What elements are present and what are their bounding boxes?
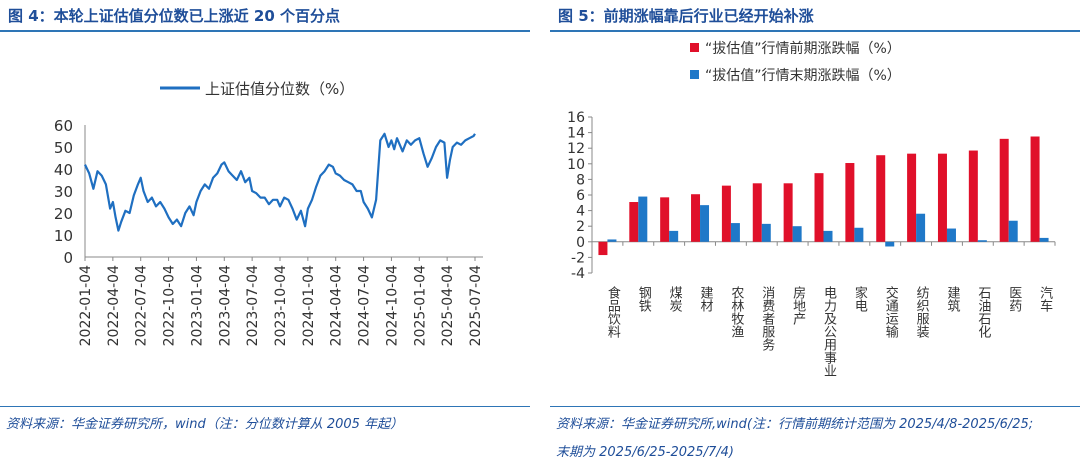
y-tick-label: 14 bbox=[567, 126, 585, 142]
left-chart-title: 图 4：本轮上证估值分位数已上涨近 20 个百分点 bbox=[8, 7, 340, 25]
x-tick-label: 2025-07-04 bbox=[468, 265, 484, 346]
bar-early-period bbox=[691, 194, 701, 242]
x-tick-label: 2025-01-04 bbox=[412, 265, 428, 346]
y-tick-label: 16 bbox=[567, 110, 585, 126]
bar-late-period bbox=[885, 241, 895, 247]
left-source-note: 资料来源：华金证券研究所，wind（注：分位数计算从 2005 年起） bbox=[6, 417, 404, 432]
legend-swatch bbox=[690, 43, 699, 52]
x-tick-label: 2022-04-04 bbox=[106, 265, 122, 346]
bar-late-period bbox=[916, 213, 926, 242]
bar-early-period bbox=[968, 150, 978, 242]
bar-early-period bbox=[814, 173, 824, 242]
y-tick-label: 50 bbox=[54, 139, 73, 157]
y-tick-label: 0 bbox=[63, 249, 73, 267]
y-tick-label: 10 bbox=[567, 157, 585, 173]
x-category-label: 纺织服装 bbox=[914, 286, 930, 338]
x-category-label: 医药 bbox=[1006, 286, 1022, 312]
left-title-bar: 图 4：本轮上证估值分位数已上涨近 20 个百分点 bbox=[0, 0, 530, 32]
x-tick-label: 2023-01-04 bbox=[189, 265, 205, 346]
x-category-label: 汽车 bbox=[1037, 286, 1053, 312]
x-category-label: 煤炭 bbox=[667, 286, 682, 313]
bar-late-period bbox=[1008, 220, 1018, 242]
x-category-label: 电力及公用事业 bbox=[821, 286, 837, 377]
x-category-label: 农林牧渔 bbox=[728, 286, 744, 338]
bar-late-period bbox=[669, 230, 679, 242]
x-tick-label: 2024-07-04 bbox=[357, 265, 373, 346]
bar-late-period bbox=[977, 240, 987, 242]
right-chart-panel: 图 5：前期涨幅靠后行业已经开始补涨 “拔估值”行情前期涨跌幅（%） “拔估值”行… bbox=[550, 0, 1080, 465]
y-tick-label: 2 bbox=[576, 219, 585, 235]
x-category-label: 消费者服务 bbox=[759, 286, 775, 351]
x-category-label: 钢铁 bbox=[636, 286, 652, 312]
bar-late-period bbox=[792, 226, 802, 242]
bar-early-period bbox=[598, 241, 608, 256]
bar-early-period bbox=[660, 197, 670, 242]
x-tick-label: 2022-10-04 bbox=[162, 265, 178, 346]
bar-late-period bbox=[1039, 237, 1049, 242]
x-tick-label: 2024-01-04 bbox=[301, 265, 317, 346]
left-source-divider bbox=[0, 406, 530, 407]
x-tick-label: 2023-10-04 bbox=[273, 265, 289, 346]
y-tick-label: 12 bbox=[567, 141, 585, 157]
bar-early-period bbox=[937, 153, 947, 242]
right-source-note-line1: 资料来源：华金证券研究所,wind(注：行情前期统计范围为 2025/4/8-2… bbox=[556, 417, 1034, 432]
y-tick-label: 0 bbox=[576, 235, 585, 251]
x-tick-label: 2023-07-04 bbox=[245, 265, 261, 346]
bar-late-period bbox=[730, 223, 740, 242]
x-tick-label: 2022-07-04 bbox=[134, 265, 150, 346]
bar-late-period bbox=[854, 227, 864, 242]
bar-early-period bbox=[845, 163, 855, 242]
bar-late-period bbox=[700, 205, 710, 242]
right-chart-title: 图 5：前期涨幅靠后行业已经开始补涨 bbox=[558, 7, 814, 25]
bar-late-period bbox=[823, 230, 833, 242]
right-source-divider bbox=[550, 406, 1080, 407]
x-tick-label: 2023-04-04 bbox=[217, 265, 233, 346]
legend-swatch bbox=[690, 70, 699, 79]
y-tick-label: 40 bbox=[54, 161, 73, 179]
y-tick-label: 30 bbox=[54, 183, 73, 201]
bar-early-period bbox=[876, 155, 886, 242]
y-tick-label: 8 bbox=[576, 172, 585, 188]
bar-early-period bbox=[999, 138, 1009, 242]
y-tick-label: 6 bbox=[576, 188, 585, 204]
series-line-sse-valuation-percentile bbox=[84, 132, 476, 232]
x-category-label: 石油石化 bbox=[975, 286, 991, 339]
legend-label: “拔估值”行情末期涨跌幅（%） bbox=[705, 68, 901, 84]
bar-early-period bbox=[1030, 136, 1040, 242]
legend-label: “拔估值”行情前期涨跌幅（%） bbox=[705, 40, 901, 57]
bar-late-period bbox=[946, 228, 956, 242]
bar-early-period bbox=[721, 185, 731, 242]
x-category-label: 食品饮料 bbox=[605, 285, 621, 338]
bar-early-period bbox=[783, 183, 793, 242]
y-tick-label: 10 bbox=[54, 227, 73, 245]
x-category-label: 房地产 bbox=[790, 285, 806, 326]
left-line-chart: 上证估值分位数（%） 0 10 20 30 40 50 60 2022-01-04 2022-04… bbox=[54, 80, 484, 346]
right-bar-chart: “拔估值”行情前期涨跌幅（%）“拔估值”行情末期涨跌幅（%）-4-2024681… bbox=[567, 40, 1056, 377]
x-category-label: 交通运输 bbox=[883, 285, 899, 338]
bar-late-period bbox=[761, 223, 771, 242]
bar-late-period bbox=[607, 239, 617, 242]
y-tick-label: -2 bbox=[571, 250, 585, 266]
bar-early-period bbox=[629, 202, 639, 242]
x-tick-label: 2022-01-04 bbox=[78, 265, 94, 346]
y-tick-label: -4 bbox=[571, 266, 585, 282]
left-chart-panel: 图 4：本轮上证估值分位数已上涨近 20 个百分点 上证估值分位数（%） 0 10 2… bbox=[0, 0, 530, 465]
x-tick-label: 2024-10-04 bbox=[384, 265, 400, 346]
bar-early-period bbox=[752, 183, 762, 242]
right-title-bar: 图 5：前期涨幅靠后行业已经开始补涨 bbox=[550, 0, 1080, 32]
x-category-label: 建筑 bbox=[944, 286, 960, 313]
y-tick-label: 60 bbox=[54, 117, 73, 135]
y-tick-label: 20 bbox=[54, 205, 73, 223]
bar-late-period bbox=[638, 196, 648, 242]
right-source-note-line2: 末期为 2025/6/25-2025/7/4) bbox=[556, 445, 734, 460]
y-tick-label: 4 bbox=[576, 204, 585, 220]
bar-early-period bbox=[907, 153, 917, 242]
x-tick-label: 2024-04-04 bbox=[329, 265, 345, 346]
x-category-label: 建材 bbox=[698, 286, 714, 312]
x-category-label: 家电 bbox=[852, 285, 868, 312]
x-tick-label: 2025-04-04 bbox=[440, 265, 456, 346]
legend-label: 上证估值分位数（%） bbox=[205, 80, 354, 98]
